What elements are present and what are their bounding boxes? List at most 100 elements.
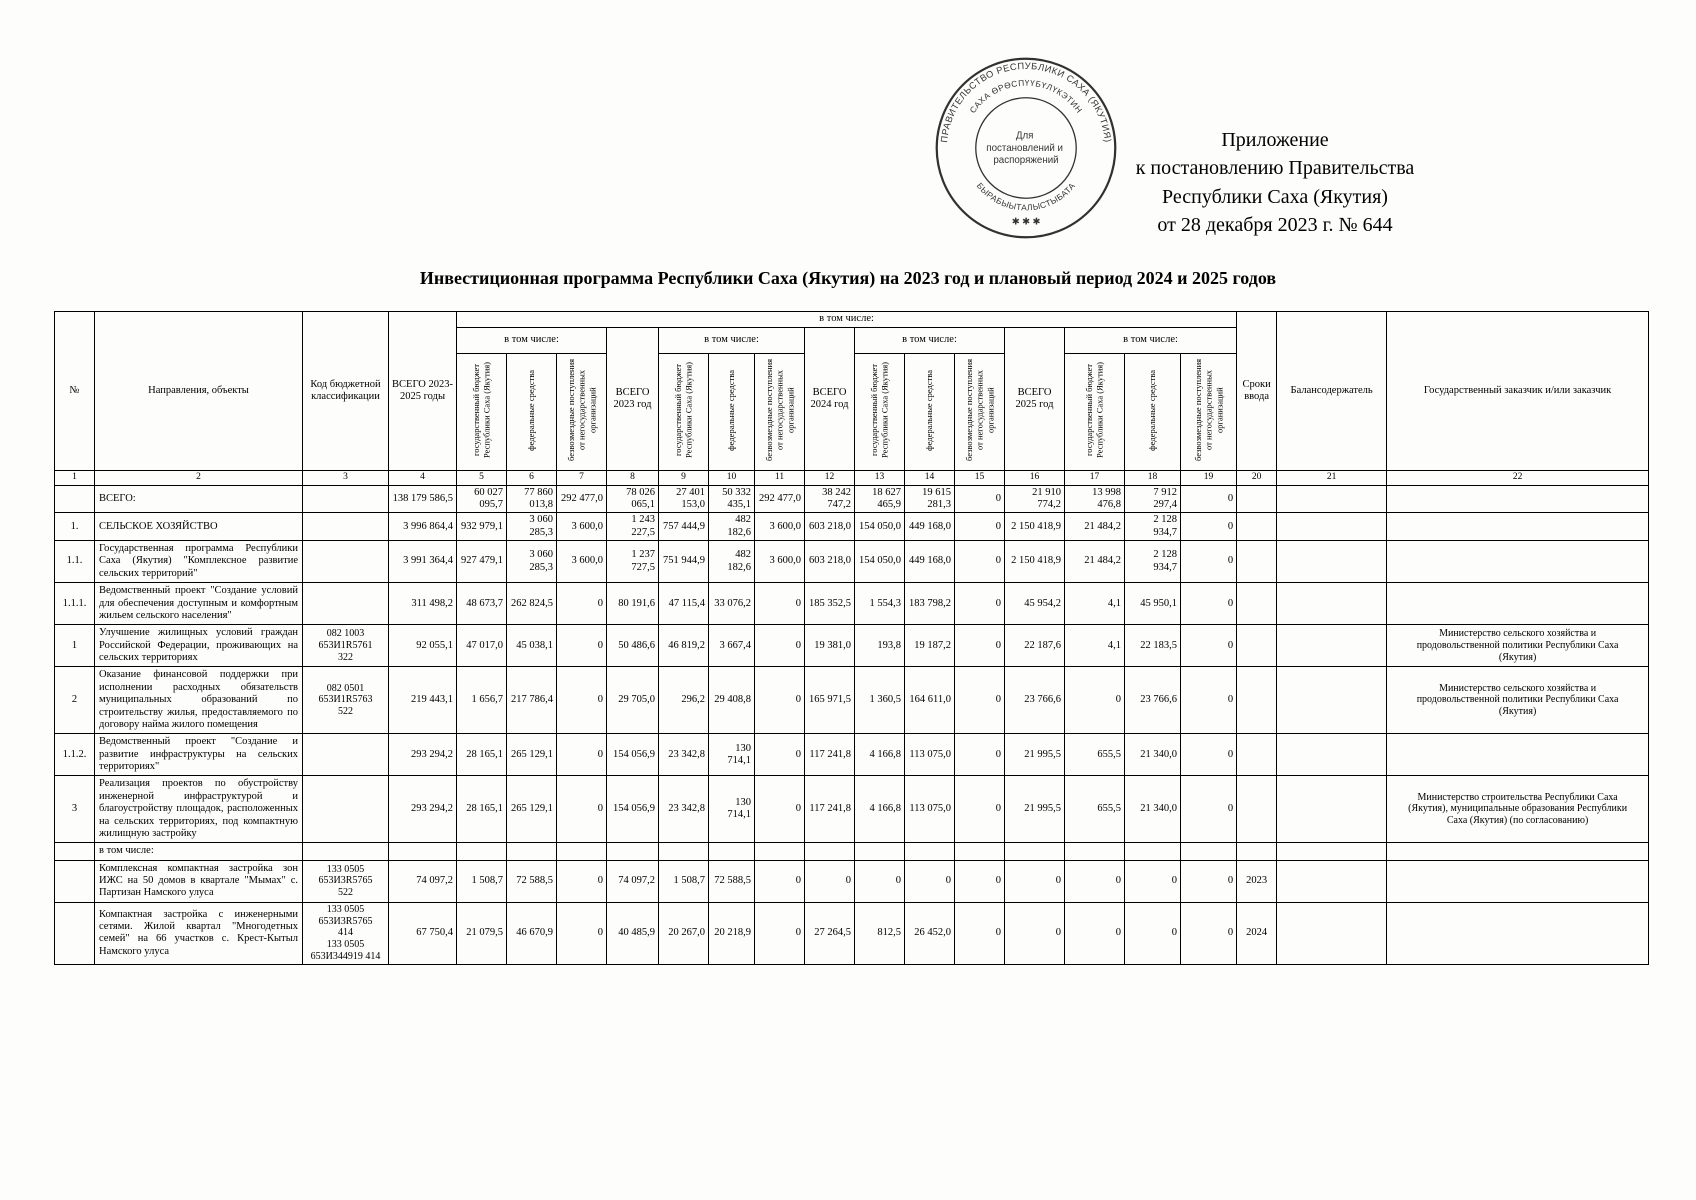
table-cell: 0 — [754, 624, 805, 668]
table-cell: 482 182,6 — [708, 540, 755, 584]
table-row: 1.1. Государственная программа Республики… — [54, 540, 1650, 584]
table-cell: 0 — [1064, 859, 1125, 903]
table-cell: 1 360,5 — [854, 666, 905, 735]
table-row: 1 Улучшение жилищных условий граждан Росс… — [54, 624, 1650, 668]
column-index: 14 — [904, 470, 955, 486]
table-cell: 655,5 — [1064, 775, 1125, 844]
table-cell: 20 267,0 — [658, 901, 709, 965]
table-cell: 3 996 864,4 — [388, 512, 457, 542]
table-cell: 185 352,5 — [804, 582, 855, 626]
column-index: 11 — [754, 470, 805, 486]
vertical-label: государственный бюджет Республики Саха (… — [1083, 362, 1105, 459]
table-cell: 154 050,0 — [854, 512, 905, 542]
appendix-block: Приложение к постановлению Правительства… — [1110, 126, 1440, 240]
table-cell — [54, 859, 95, 903]
table-cell: 74 097,2 — [388, 859, 457, 903]
table-cell: 0 — [1179, 540, 1238, 584]
table-cell: 21 484,2 — [1064, 540, 1125, 584]
table-cell — [606, 842, 659, 861]
table-cell: 23 342,8 — [658, 733, 709, 777]
table-cell: 40 485,9 — [606, 901, 659, 965]
table-cell: 2 — [54, 666, 95, 735]
table-cell: 1 508,7 — [658, 859, 709, 903]
table-cell: 38 242 747,2 — [804, 484, 855, 514]
table-cell: Государственная программа Республики Сах… — [94, 540, 303, 584]
table-cell: 0 — [754, 901, 805, 965]
table-cell: 0 — [754, 733, 805, 777]
column-index: 9 — [658, 470, 709, 486]
investment-table: № Направления, объекты Код бюджетной класс… — [54, 310, 1650, 965]
vertical-label: безвозмездные поступления от негосударст… — [1192, 358, 1224, 462]
table-cell: 29 705,0 — [606, 666, 659, 735]
table-cell: 22 183,5 — [1124, 624, 1181, 668]
table-cell — [754, 842, 805, 861]
column-header-vertical: федеральные средства — [904, 352, 955, 472]
column-index: 8 — [606, 470, 659, 486]
table-cell: 1 554,3 — [854, 582, 905, 626]
header-row: в том числе: ВСЕГО 2023 год в том числе: ВС… — [55, 326, 1649, 472]
table-cell — [54, 901, 95, 965]
column-index: 3 — [302, 470, 389, 486]
table-cell: 0 — [556, 859, 607, 903]
official-stamp: ПРАВИТЕЛЬСТВО РЕСПУБЛИКИ САХА (ЯКУТИЯ) С… — [935, 57, 1117, 239]
table-cell: 23 766,6 — [1004, 666, 1065, 735]
table-cell: 27 401 153,0 — [658, 484, 709, 514]
table-cell: 21 484,2 — [1064, 512, 1125, 542]
table-cell: 0 — [556, 624, 607, 668]
table-cell: 60 027 095,7 — [456, 484, 507, 514]
column-header: ВСЕГО 2024 год — [804, 326, 855, 472]
table-cell — [1236, 842, 1278, 861]
table-cell: 3 667,4 — [708, 624, 755, 668]
table-cell: 45 038,1 — [506, 624, 557, 668]
table-cell — [456, 842, 507, 861]
column-header-vertical: безвозмездные поступления от негосударст… — [556, 352, 607, 472]
table-cell: 3 991 364,4 — [388, 540, 457, 584]
table-cell — [54, 484, 95, 514]
table-cell — [302, 842, 389, 861]
column-header-vertical: федеральные средства — [1124, 352, 1181, 472]
vertical-label: федеральные средства — [1147, 369, 1158, 451]
table-cell: 2024 — [1236, 901, 1278, 965]
table-cell: 164 611,0 — [904, 666, 955, 735]
table-cell: 47 017,0 — [456, 624, 507, 668]
table-cell: 262 824,5 — [506, 582, 557, 626]
column-index: 1 — [54, 470, 95, 486]
table-cell: Оказание финансовой поддержки при исполн… — [94, 666, 303, 735]
document-header: ПРАВИТЕЛЬСТВО РЕСПУБЛИКИ САХА (ЯКУТИЯ) С… — [0, 0, 1696, 268]
table-cell: 154 056,9 — [606, 775, 659, 844]
column-index: 6 — [506, 470, 557, 486]
column-header-vertical: государственный бюджет Республики Саха (… — [1064, 352, 1125, 472]
table-cell: 3 600,0 — [556, 540, 607, 584]
table-cell: 603 218,0 — [804, 540, 855, 584]
vertical-label: государственный бюджет Республики Саха (… — [672, 362, 694, 459]
column-index: 4 — [388, 470, 457, 486]
table-cell — [1386, 859, 1650, 903]
table-cell — [1124, 842, 1181, 861]
table-cell — [1386, 512, 1650, 542]
appendix-line: Республики Саха (Якутия) — [1162, 185, 1388, 208]
table-cell: 0 — [954, 901, 1005, 965]
table-row: ВСЕГО: 138 179 586,5 60 027 095,7 77 860 01… — [54, 484, 1650, 514]
table-cell: Компактная застройка с инженерными сетям… — [94, 901, 303, 965]
table-cell — [1004, 842, 1065, 861]
table-cell — [1276, 624, 1388, 668]
table-cell: Ведомственный проект "Создание и развити… — [94, 733, 303, 777]
table-cell: 19 187,2 — [904, 624, 955, 668]
table-cell — [1386, 540, 1650, 584]
column-header: ВСЕГО 2023 год — [606, 326, 659, 472]
table-cell: 603 218,0 — [804, 512, 855, 542]
table-cell: Министерство сельского хозяйства и продо… — [1386, 624, 1650, 668]
table-cell — [1386, 901, 1650, 965]
table-cell: 0 — [556, 775, 607, 844]
table-cell: 0 — [1004, 859, 1065, 903]
table-cell: 0 — [556, 733, 607, 777]
table-cell: 67 750,4 — [388, 901, 457, 965]
table-cell: 0 — [1179, 775, 1238, 844]
header-row: № Направления, объекты Код бюджетной класс… — [54, 310, 1650, 472]
table-cell: 0 — [754, 666, 805, 735]
table-cell — [1236, 484, 1278, 514]
table-cell: 082 0501 653И1R5763 522 — [302, 666, 389, 735]
table-cell — [1236, 512, 1278, 542]
table-cell: 21 995,5 — [1004, 775, 1065, 844]
table-cell: 23 342,8 — [658, 775, 709, 844]
